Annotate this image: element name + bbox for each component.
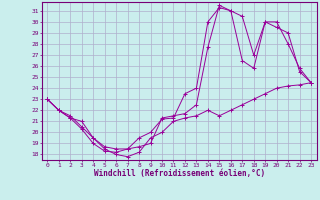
- X-axis label: Windchill (Refroidissement éolien,°C): Windchill (Refroidissement éolien,°C): [94, 169, 265, 178]
